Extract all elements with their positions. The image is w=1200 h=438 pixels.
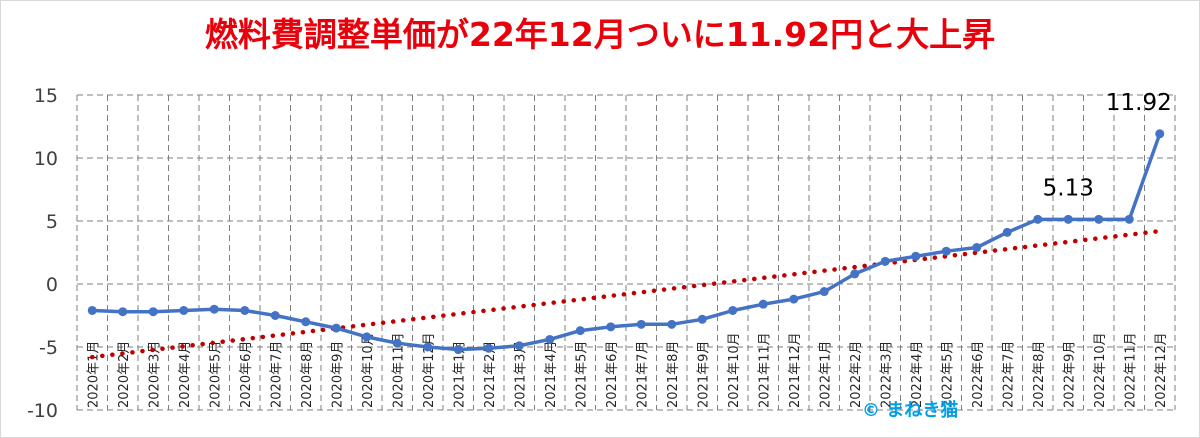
data-point [545,334,555,344]
x-tick-label: 2020年7月 [269,341,284,408]
x-tick-label: 2020年4月 [178,341,193,408]
x-tick-label: 2022年11月 [1123,332,1138,408]
data-point [270,311,280,320]
x-tick-label: 2021年4月 [544,341,559,408]
data-point [1155,129,1165,139]
x-tick-label: 2020年12月 [422,332,437,408]
data-point [423,342,433,352]
x-tick-label: 2022年12月 [1154,332,1169,408]
data-label: 5.13 [1043,175,1094,201]
x-tick-label: 2020年11月 [391,332,406,408]
x-tick-label: 2021年11月 [757,332,772,408]
x-tick-label: 2021年6月 [605,341,620,408]
chart-title: 燃料費調整単価が22年12月ついに11.92円と大上昇 [204,15,996,54]
x-tick-label: 2020年2月 [117,341,132,408]
data-point [118,307,128,317]
x-tick-label: 2021年3月 [513,341,528,408]
trendline-path [90,228,1162,360]
data-point [880,256,890,266]
y-tick-label: -5 [39,337,58,359]
data-point [819,287,829,297]
data-label: 11.92 [1106,90,1172,116]
data-point [209,304,219,314]
data-point [606,322,616,332]
x-tick-label: 2022年6月 [971,341,986,408]
y-tick-label: 5 [46,211,58,233]
x-tick-label: 2021年2月 [483,341,498,408]
x-tick-label: 2022年1月 [818,341,833,408]
data-point [972,242,982,252]
data-point [1063,214,1073,224]
y-tick-label: -10 [27,400,58,422]
x-tick-label: 2022年2月 [849,341,864,408]
x-tick-label: 2021年5月 [574,341,589,408]
data-point [758,299,768,309]
data-labels: 5.13 11.92 [1043,90,1172,202]
x-tick-label: 2020年6月 [239,341,254,408]
x-tick-label: 2021年12月 [788,332,803,408]
data-point [1002,227,1012,237]
x-tick-label: 2021年8月 [666,341,681,408]
data-point [728,305,738,315]
x-tick-label: 2021年7月 [635,341,650,408]
x-tick-label: 2021年10月 [727,332,742,408]
series-line [87,129,1165,355]
trendline [90,228,1162,360]
x-tick-label: 2022年8月 [1032,341,1047,408]
x-tick-label: 2021年1月 [452,341,467,408]
data-point [850,269,860,279]
x-tick-label: 2022年5月 [940,341,955,408]
data-point [362,332,372,342]
x-tick-label: 2020年10月 [361,332,376,408]
x-tick-label: 2020年5月 [208,341,223,408]
data-point [1124,214,1134,224]
data-point [392,338,402,348]
data-point [87,305,97,315]
credit-text: © まねき猫 [862,399,958,421]
data-point [697,314,707,324]
data-point [453,345,463,355]
x-tick-label: 2020年3月 [147,341,162,408]
data-point [575,326,585,336]
data-point [1033,214,1043,224]
x-tick-label: 2022年10月 [1093,332,1108,408]
series-path [92,133,1162,352]
data-point [148,307,158,317]
data-point [1094,214,1104,224]
x-tick-label: 2022年3月 [879,341,894,408]
x-tick-label: 2020年8月 [300,341,315,408]
y-tick-label: 15 [34,85,58,107]
x-tick-label: 2021年9月 [696,341,711,408]
data-point [789,294,799,304]
y-tick-label: 0 [46,274,58,296]
y-tick-label: 10 [34,148,58,170]
x-tick-label: 2022年4月 [910,341,925,408]
data-point [179,305,189,315]
data-point [301,317,311,327]
data-point [941,246,951,256]
data-point [484,343,494,353]
x-axis-ticks: 2020年1月 2020年2月 2020年3月 2020年4月 2020年5月 2020年… [86,332,1169,408]
data-point [636,319,646,329]
data-point [514,341,524,351]
data-point [240,305,250,315]
x-tick-label: 2022年7月 [1001,341,1016,408]
data-point [667,319,677,329]
data-point [911,251,921,261]
y-axis-ticks: 15 10 5 0 -5 -10 [27,85,58,422]
x-tick-label: 2022年9月 [1062,341,1077,408]
gridlines [76,94,1176,411]
x-tick-label: 2020年1月 [86,341,101,408]
x-tick-label: 2020年9月 [330,341,345,408]
data-point [331,323,341,333]
